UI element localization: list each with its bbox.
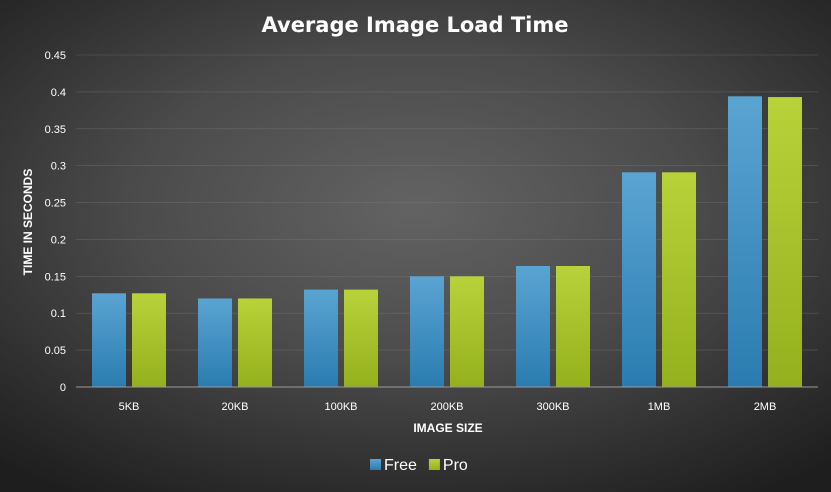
legend-label-pro: Pro [443, 457, 468, 474]
x-tick-label: 5KB [119, 401, 140, 413]
chart-title: Average Image Load Time [262, 13, 569, 37]
legend-swatch-free [370, 459, 381, 470]
y-tick-label: 0 [60, 382, 66, 394]
x-tick-label: 1MB [648, 401, 671, 413]
y-tick-label: 0.45 [45, 50, 66, 62]
bar-free-2mb [728, 96, 762, 387]
bar-pro-300kb [556, 266, 590, 387]
y-tick-label: 0.05 [45, 345, 66, 357]
x-axis-title: IMAGE SIZE [413, 421, 482, 435]
y-tick-label: 0.4 [51, 87, 66, 99]
bar-pro-2mb [768, 97, 802, 387]
bar-pro-1mb [662, 172, 696, 387]
x-tick-label: 2MB [754, 401, 777, 413]
bar-free-20kb [198, 298, 232, 387]
y-tick-label: 0.15 [45, 271, 66, 283]
legend-swatch-pro [428, 459, 440, 470]
gridlines [76, 54, 818, 351]
x-tick-labels: 5KB 20KB 100KB 200KB 300KB 1MB 2MB [119, 401, 777, 413]
bar-free-5kb [92, 293, 126, 387]
y-tick-label: 0.3 [51, 161, 66, 173]
legend: Free Pro [370, 457, 468, 474]
y-tick-label: 0.2 [51, 234, 66, 246]
y-tick-label: 0.35 [45, 124, 66, 136]
x-tick-label: 200KB [430, 401, 463, 413]
y-axis-title: TIME IN SECONDS [21, 169, 35, 276]
bar-pro-20kb [238, 298, 272, 387]
bars [92, 96, 802, 387]
bar-pro-200kb [450, 276, 484, 387]
y-tick-labels: 0 0.05 0.1 0.15 0.2 0.25 0.3 0.35 0.4 0.45 [45, 50, 66, 394]
bar-free-1mb [622, 172, 656, 387]
x-tick-label: 20KB [222, 401, 249, 413]
bar-free-100kb [304, 289, 338, 387]
bar-free-200kb [410, 276, 444, 387]
bar-pro-100kb [344, 289, 378, 387]
bar-free-300kb [516, 266, 550, 387]
legend-label-free: Free [384, 457, 417, 474]
y-tick-label: 0.25 [45, 198, 66, 210]
bar-pro-5kb [132, 293, 166, 387]
x-tick-label: 100KB [324, 401, 357, 413]
y-tick-label: 0.1 [51, 308, 66, 320]
x-tick-label: 300KB [536, 401, 569, 413]
